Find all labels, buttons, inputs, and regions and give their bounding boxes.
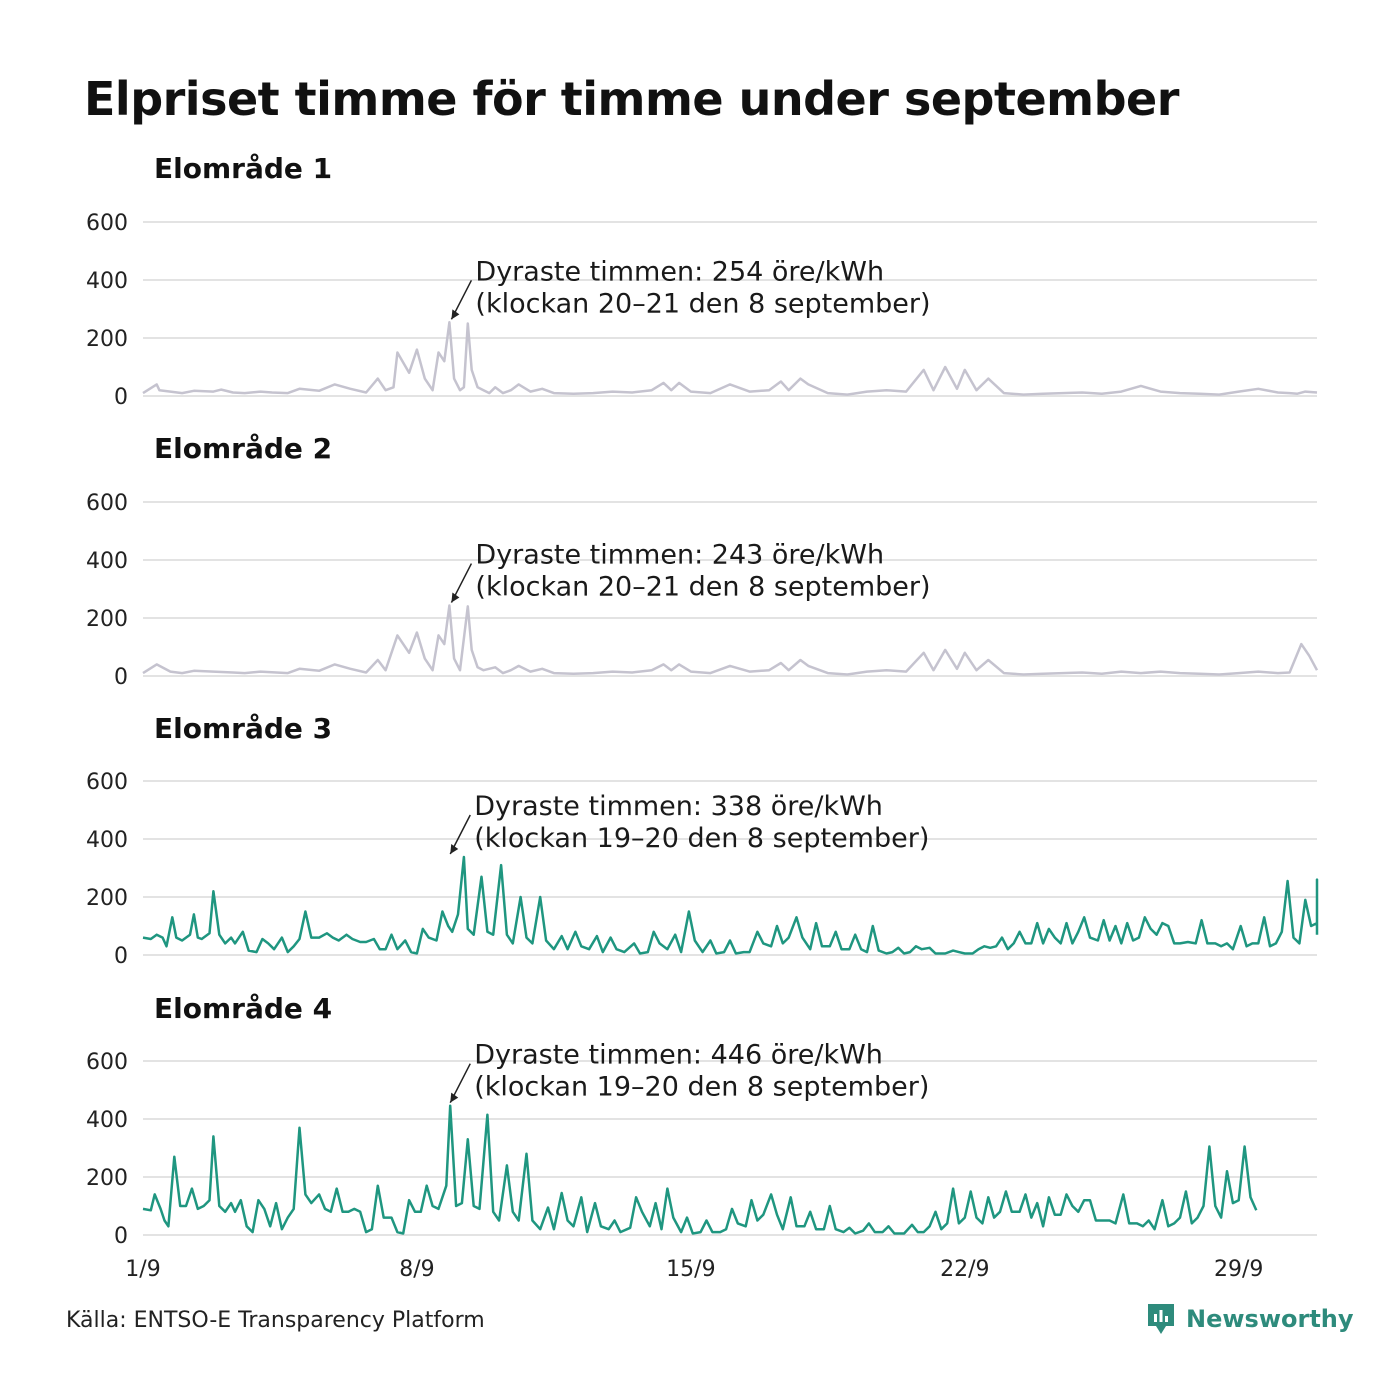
- series-line: [142, 321, 1318, 396]
- annotation-line1: Dyraste timmen: 254 öre/kWh: [475, 256, 884, 287]
- panel-title: Elområde 4: [154, 992, 332, 1025]
- page-title: Elpriset timme för timme under september: [84, 72, 1179, 126]
- source-note: Källa: ENTSO-E Transparency Platform: [66, 1308, 485, 1333]
- panel-title: Elområde 2: [154, 432, 332, 465]
- series-line: [142, 1104, 1258, 1235]
- y-tick-label: 200: [86, 886, 128, 911]
- y-tick-label: 400: [86, 1108, 128, 1133]
- y-tick-label: 200: [86, 327, 128, 352]
- annotation-line1: Dyraste timmen: 338 öre/kWh: [474, 791, 883, 822]
- annotation-line2: (klockan 19–20 den 8 september): [474, 1072, 929, 1103]
- y-tick-label: 0: [114, 944, 128, 969]
- annotation-arrowhead: [450, 843, 459, 854]
- y-tick-label: 600: [86, 1050, 128, 1075]
- panel-title: Elområde 1: [154, 152, 332, 185]
- y-tick-label: 600: [86, 211, 128, 236]
- y-tick-label: 0: [114, 1224, 128, 1249]
- y-tick-label: 0: [114, 385, 128, 410]
- annotation-arrowhead: [450, 1092, 459, 1103]
- x-tick-label: 22/9: [940, 1257, 989, 1282]
- x-tick-label: 1/9: [125, 1257, 160, 1282]
- y-tick-label: 400: [86, 269, 128, 294]
- brand-logo[interactable]: Newsworthy: [1146, 1302, 1354, 1336]
- annotation-line2: (klockan 20–21 den 8 september): [475, 572, 930, 603]
- newsworthy-logo-icon: [1148, 1304, 1174, 1334]
- panel-title: Elområde 3: [154, 712, 332, 745]
- panel-3: Elområde 3 0 200 400 600 Dyraste timmen: 338 …: [86, 712, 1319, 969]
- series-line: [142, 604, 1319, 676]
- y-tick-label: 400: [86, 549, 128, 574]
- panel-4: Elområde 4 0 200 400 600 Dyraste timmen: 446 …: [86, 992, 1317, 1282]
- y-tick-label: 200: [86, 1166, 128, 1191]
- series-line: [142, 855, 1319, 955]
- brand-name: Newsworthy: [1186, 1305, 1354, 1333]
- y-tick-label: 200: [86, 607, 128, 632]
- panel-1: Elområde 1 0 200 400 600 Dyraste timmen: 254 …: [86, 152, 1318, 410]
- annotation-line1: Dyraste timmen: 243 öre/kWh: [475, 540, 884, 571]
- y-tick-label: 0: [114, 665, 128, 690]
- y-tick-label: 400: [86, 828, 128, 853]
- x-tick-label: 8/9: [399, 1257, 434, 1282]
- annotation-line2: (klockan 20–21 den 8 september): [475, 288, 930, 319]
- panel-2: Elområde 2 0 200 400 600 Dyraste timmen: 243 …: [86, 432, 1319, 690]
- annotation-line2: (klockan 19–20 den 8 september): [474, 823, 929, 854]
- annotation-line1: Dyraste timmen: 446 öre/kWh: [474, 1040, 883, 1071]
- x-tick-label: 15/9: [666, 1257, 715, 1282]
- annotation-arrowhead: [451, 309, 460, 320]
- annotation-arrowhead: [451, 592, 460, 603]
- y-tick-label: 600: [86, 491, 128, 516]
- y-tick-label: 600: [86, 770, 128, 795]
- x-tick-label: 29/9: [1214, 1257, 1263, 1282]
